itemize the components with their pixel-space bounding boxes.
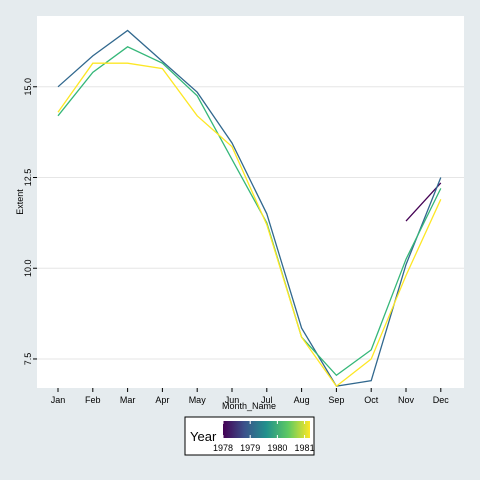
x-tick-label: Mar: [120, 395, 136, 405]
y-tick-label: 15.0: [23, 78, 33, 96]
x-tick-label: Nov: [398, 395, 415, 405]
x-tick-label: Aug: [294, 395, 310, 405]
colorbar-tick-label: 1980: [267, 443, 287, 453]
colorbar: [223, 421, 310, 438]
colorbar-tick-label: 1978: [213, 443, 233, 453]
x-tick-label: Feb: [85, 395, 101, 405]
x-tick-label: May: [189, 395, 207, 405]
x-tick-label: Oct: [364, 395, 379, 405]
x-tick-label: Jan: [51, 395, 66, 405]
colorbar-tick-label: 1979: [240, 443, 260, 453]
x-tick-label: Dec: [433, 395, 450, 405]
x-tick-label: Apr: [155, 395, 169, 405]
plot-background: [37, 16, 464, 388]
x-axis-title: Month_Name: [222, 401, 276, 411]
legend: Year 1978 1979 1980 1981: [185, 417, 315, 455]
y-tick-label: 7.5: [23, 353, 33, 366]
y-axis-title: Extent: [15, 189, 25, 215]
legend-title: Year: [190, 429, 217, 444]
x-tick-label: Sep: [328, 395, 344, 405]
y-tick-label: 12.5: [23, 169, 33, 187]
y-axis: 7.5 10.0 12.5 15.0: [23, 78, 37, 365]
colorbar-tick-label: 1981: [295, 443, 315, 453]
y-tick-label: 10.0: [23, 259, 33, 277]
